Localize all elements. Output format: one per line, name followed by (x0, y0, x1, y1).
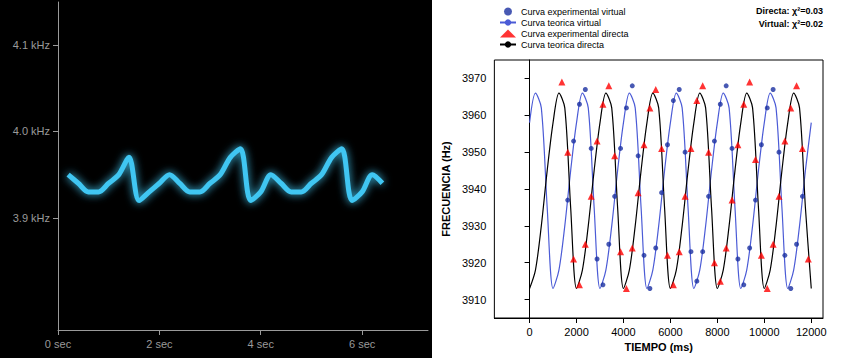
svg-text:3.9 kHz: 3.9 kHz (13, 212, 50, 224)
svg-text:Curva experimental virtual: Curva experimental virtual (521, 7, 626, 17)
svg-text:4.1 kHz: 4.1 kHz (13, 39, 50, 51)
svg-text:Directa: χ²=0.03: Directa: χ²=0.03 (756, 6, 823, 16)
svg-text:3930: 3930 (462, 220, 486, 232)
svg-text:3940: 3940 (462, 183, 486, 195)
svg-text:Curva teorica virtual: Curva teorica virtual (521, 18, 601, 28)
svg-text:3960: 3960 (462, 109, 486, 121)
svg-text:Virtual: χ²=0.02: Virtual: χ²=0.02 (759, 19, 823, 29)
svg-text:2 sec: 2 sec (146, 338, 173, 350)
svg-text:6000: 6000 (658, 326, 682, 338)
svg-text:0: 0 (527, 326, 533, 338)
svg-text:4.0 kHz: 4.0 kHz (13, 125, 50, 137)
svg-text:12000: 12000 (796, 326, 827, 338)
svg-text:3970: 3970 (462, 72, 486, 84)
svg-text:4 sec: 4 sec (248, 338, 275, 350)
svg-text:3950: 3950 (462, 146, 486, 158)
svg-text:3910: 3910 (462, 294, 486, 306)
svg-text:4000: 4000 (611, 326, 635, 338)
svg-text:FRECUENCIA (Hz): FRECUENCIA (Hz) (440, 141, 452, 237)
svg-text:2000: 2000 (564, 326, 588, 338)
svg-text:10000: 10000 (749, 326, 780, 338)
svg-text:0 sec: 0 sec (45, 338, 72, 350)
svg-text:3920: 3920 (462, 257, 486, 269)
svg-text:Curva experimental directa: Curva experimental directa (521, 29, 629, 39)
svg-text:Curva teorica directa: Curva teorica directa (521, 40, 604, 50)
svg-text:TIEMPO (ms): TIEMPO (ms) (624, 341, 693, 353)
svg-text:8000: 8000 (705, 326, 729, 338)
svg-text:6 sec: 6 sec (349, 338, 376, 350)
